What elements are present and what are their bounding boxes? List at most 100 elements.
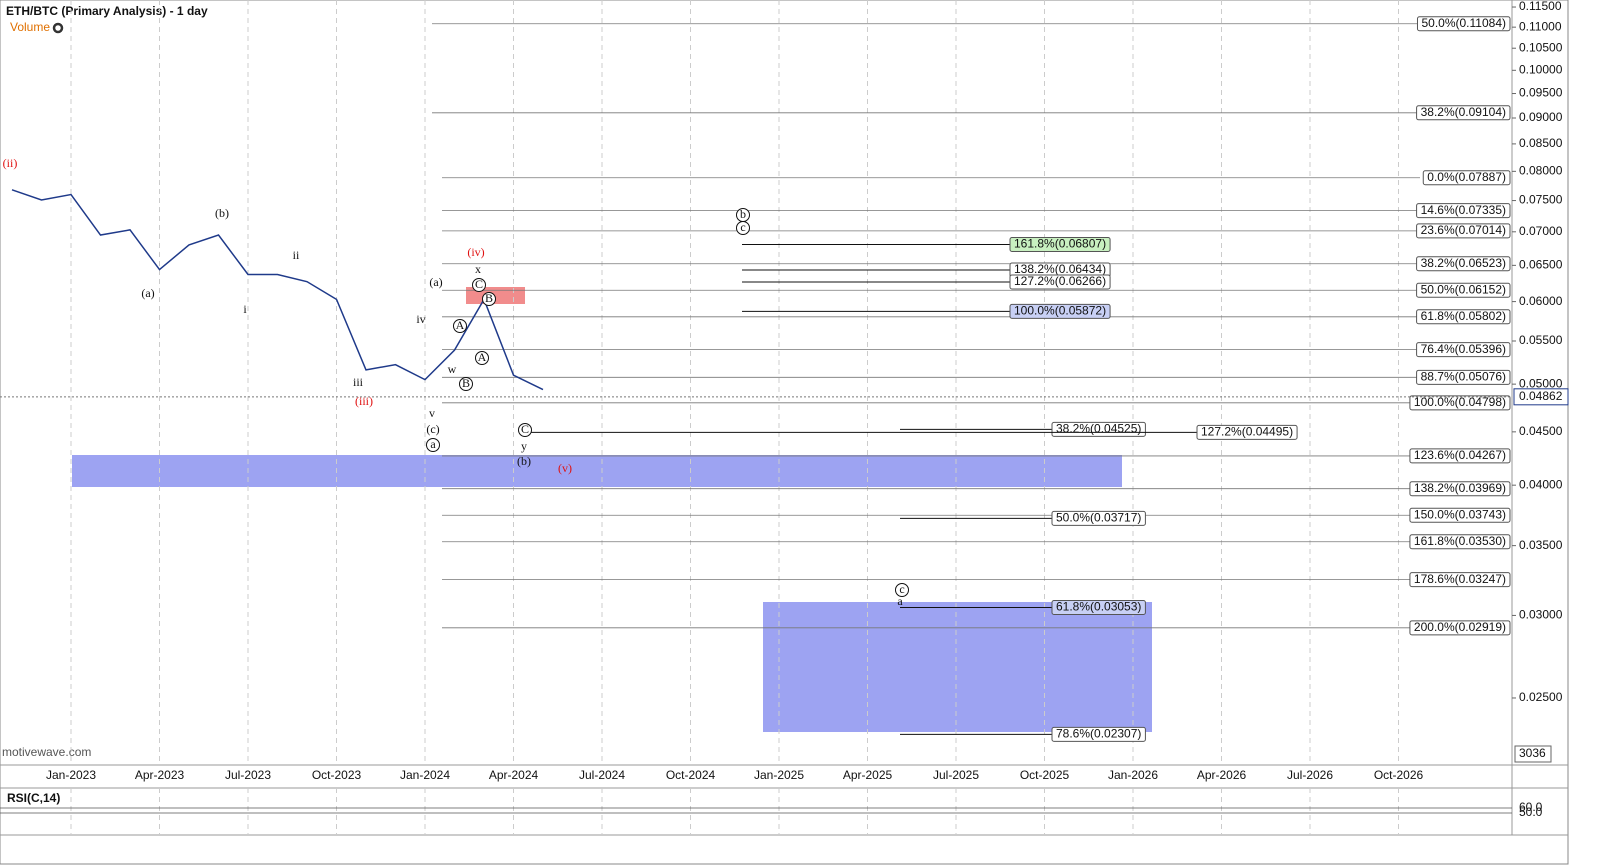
fib-label-box [1409, 534, 1511, 550]
wave-label: y [521, 439, 527, 453]
y-tick-label: 0.05000 [1519, 376, 1563, 390]
x-tick-label: Jul-2024 [579, 768, 625, 782]
x-tick-label: Jul-2026 [1287, 768, 1333, 782]
fib-label: 123.6%(0.04267) [1414, 448, 1506, 462]
wave-circle [895, 583, 909, 597]
x-tick-label: Apr-2023 [135, 768, 185, 782]
wave-label: (c) [426, 422, 439, 436]
wave-label: (b) [215, 206, 229, 220]
target-zone [72, 455, 1122, 487]
y-tick-label: 0.08500 [1519, 136, 1563, 150]
y-tick-label: 0.04000 [1519, 477, 1563, 491]
fib-label-box [1409, 620, 1511, 636]
wave-circle [453, 319, 467, 333]
chart-title: ETH/BTC (Primary Analysis) - 1 day [6, 4, 208, 18]
y-tick-label: 0.09500 [1519, 86, 1563, 100]
x-tick-label: Oct-2024 [666, 768, 716, 782]
x-tick-label: Oct-2023 [312, 768, 362, 782]
wave-circle [482, 292, 496, 306]
wave-label: iv [416, 312, 425, 326]
wave-label: iii [353, 375, 364, 389]
fib-label: 138.2%(0.06434) [1014, 262, 1106, 276]
wave-label: A [456, 318, 465, 332]
wave-label: c [899, 582, 904, 596]
fib-label-box [1009, 236, 1111, 252]
watermark: motivewave.com [2, 745, 91, 759]
fib-label-box [1416, 369, 1511, 385]
wave-circle [472, 278, 486, 292]
rsi-title: RSI(C,14) [7, 791, 60, 805]
y-tick-label: 0.10000 [1519, 62, 1563, 76]
fib-label-box [1051, 510, 1146, 526]
last-price-box [1513, 388, 1569, 406]
y-tick-label: 0.11000 [1519, 19, 1562, 33]
wave-circle [475, 351, 489, 365]
fib-label-box [1416, 309, 1511, 325]
x-tick-label: Jul-2023 [225, 768, 271, 782]
fib-label: 88.7%(0.05076) [1421, 369, 1506, 383]
x-tick-label: Apr-2026 [1197, 768, 1247, 782]
fib-label-box [1196, 424, 1298, 440]
fib-label-box [1409, 507, 1511, 523]
wave-label: a [897, 594, 903, 608]
wave-label: (v) [558, 461, 572, 475]
fib-label: 38.2%(0.04525) [1056, 422, 1141, 436]
wave-label: x [475, 262, 481, 276]
fib-label-box [1416, 16, 1511, 32]
fib-label-box [1051, 726, 1146, 742]
volume-last: 3036 [1519, 746, 1546, 760]
x-tick-label: Apr-2024 [489, 768, 539, 782]
fib-label: 61.8%(0.05802) [1421, 309, 1506, 323]
x-tick-label: Apr-2025 [843, 768, 893, 782]
y-tick-label: 0.06500 [1519, 258, 1563, 272]
fib-label-box [1416, 105, 1511, 121]
rsi-tick-label: 60.0 [1519, 800, 1543, 814]
fib-label: 0.0%(0.07887) [1427, 170, 1506, 184]
fib-label-box [1422, 170, 1511, 186]
fib-label: 178.6%(0.03247) [1414, 572, 1506, 586]
y-tick-label: 0.07000 [1519, 224, 1563, 238]
fib-label: 23.6%(0.07014) [1421, 223, 1506, 237]
y-tick-label: 0.06000 [1519, 294, 1563, 308]
wave-label: (iii) [355, 394, 373, 408]
fib-label-box [1009, 303, 1111, 319]
price-line [11, 189, 544, 391]
y-tick-label: 0.05500 [1519, 333, 1563, 347]
settings-icon[interactable] [52, 22, 64, 34]
fib-label: 76.4%(0.05396) [1421, 342, 1506, 356]
fib-label: 127.2%(0.06266) [1014, 274, 1106, 288]
x-tick-label: Jan-2024 [400, 768, 450, 782]
wave-label: (b) [517, 454, 531, 468]
wave-label: ii [293, 248, 300, 262]
wave-label: C [475, 277, 483, 291]
fib-label: 50.0%(0.11084) [1421, 16, 1506, 30]
fib-label: 50.0%(0.03717) [1056, 511, 1141, 525]
fib-label-box [1009, 274, 1111, 290]
wave-label: A [478, 350, 487, 364]
y-tick-label: 0.07500 [1519, 193, 1563, 207]
x-tick-label: Jul-2025 [933, 768, 979, 782]
wave-label: B [485, 291, 493, 305]
y-tick-label: 0.03500 [1519, 538, 1563, 552]
rsi-tick-label: 50.0 [1519, 805, 1543, 819]
fib-label: 78.6%(0.02307) [1056, 727, 1141, 741]
fib-label-box [1416, 282, 1511, 298]
wave-circle [518, 423, 532, 437]
fib-label-box [1409, 395, 1511, 411]
wave-label: v [429, 406, 435, 420]
fib-label: 200.0%(0.02919) [1414, 620, 1506, 634]
wave-label: i [243, 302, 247, 316]
fib-label-box [1416, 342, 1511, 358]
x-tick-label: Jan-2026 [1108, 768, 1158, 782]
wave-label: (iv) [467, 245, 484, 259]
volume-box [1514, 745, 1552, 763]
fib-label-box [1416, 256, 1511, 272]
y-tick-label: 0.04500 [1519, 424, 1563, 438]
x-tick-label: Oct-2026 [1374, 768, 1424, 782]
y-tick-label: 0.02500 [1519, 690, 1563, 704]
fib-label: 161.8%(0.03530) [1414, 534, 1506, 548]
indicator-label[interactable]: Volume [10, 20, 50, 34]
fib-label-box [1416, 223, 1511, 239]
x-tick-label: Oct-2025 [1020, 768, 1070, 782]
